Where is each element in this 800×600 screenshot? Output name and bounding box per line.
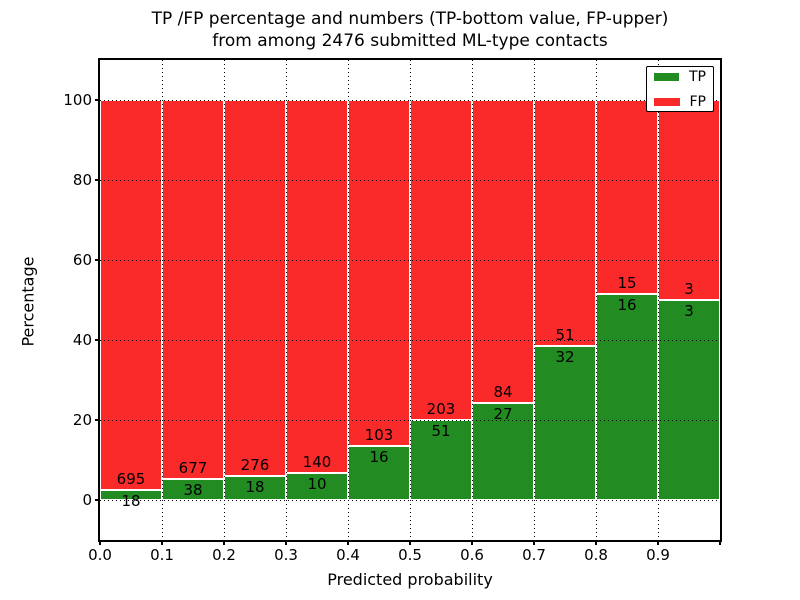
legend-entry-fp: FP	[654, 95, 706, 109]
gridline-horizontal	[100, 500, 720, 501]
bar-segment-fp	[596, 100, 658, 294]
x-axis-tick	[595, 540, 597, 545]
bar-segment-fp	[348, 100, 410, 447]
y-axis-tick	[95, 339, 100, 341]
bar-label-tp: 16	[369, 448, 389, 467]
x-tick-label: 0.0	[88, 546, 112, 564]
x-axis-label: Predicted probability	[327, 570, 493, 589]
x-tick-label: 0.4	[336, 546, 360, 564]
bar-segment-fp	[472, 100, 534, 403]
bar-label-fp: 276	[240, 455, 270, 474]
gridline-vertical	[472, 60, 473, 540]
bar-label-fp: 695	[116, 469, 146, 488]
bar-segment-fp	[534, 100, 596, 346]
bar-label-tp: 3	[684, 302, 694, 320]
legend: TP FP	[646, 66, 714, 112]
y-axis-label: Percentage	[18, 256, 38, 347]
bar-segment-fp	[286, 100, 348, 474]
y-tick-label: 100	[63, 91, 92, 109]
plot-canvas: 695 18 677 38 276 18 140 10 103 16 203 51 84 27 51 32 15…	[100, 60, 720, 540]
chart-title-line1: TP /FP percentage and numbers (TP-bottom…	[151, 9, 669, 29]
x-tick-label: 0.2	[212, 546, 236, 564]
y-tick-label: 80	[72, 171, 92, 189]
bar-label-tp: 38	[183, 480, 203, 499]
bar-segment-fp	[658, 100, 720, 300]
x-axis-tick	[657, 540, 659, 545]
x-tick-label: 0.7	[522, 546, 546, 564]
chart-title-line2: from among 2476 submitted ML-type contac…	[212, 31, 608, 51]
bar-label-fp: 15	[617, 273, 637, 292]
x-axis-tick	[471, 540, 473, 545]
bar-label-fp: 3	[684, 280, 694, 298]
y-axis-tick	[95, 419, 100, 421]
x-tick-label: 0.5	[398, 546, 422, 564]
bar-label-tp: 16	[617, 295, 637, 314]
y-axis-tick	[95, 259, 100, 261]
gridline-vertical	[658, 60, 659, 540]
y-tick-label: 20	[72, 411, 92, 429]
legend-label-fp: FP	[689, 93, 707, 110]
x-axis-tick	[533, 540, 535, 545]
fp-color-swatch	[654, 97, 680, 106]
x-axis-tick	[409, 540, 411, 545]
gridline-vertical	[410, 60, 411, 540]
gridline-vertical	[162, 60, 163, 540]
bar-segment-fp	[100, 100, 162, 490]
y-axis-tick	[95, 179, 100, 181]
bar-label-fp: 677	[178, 458, 208, 477]
chart-title: TP /FP percentage and numbers (TP-bottom…	[100, 8, 720, 52]
y-tick-label: 60	[72, 251, 92, 269]
bar-segment-tp	[534, 345, 596, 500]
bar-label-fp: 51	[555, 325, 575, 344]
gridline-vertical	[534, 60, 535, 540]
x-axis-tick	[347, 540, 349, 545]
bar-segment-tp	[658, 300, 720, 500]
bar-label-tp: 32	[555, 347, 575, 366]
gridline-horizontal	[100, 340, 720, 341]
bar-label-tp: 27	[493, 404, 513, 423]
gridline-vertical	[596, 60, 597, 540]
y-tick-label: 40	[72, 331, 92, 349]
legend-entry-tp: TP	[654, 70, 706, 84]
x-axis-tick	[99, 540, 101, 545]
gridline-horizontal	[100, 100, 720, 101]
gridline-vertical	[224, 60, 225, 540]
x-axis-tick	[719, 540, 721, 545]
bar-label-fp: 140	[302, 453, 332, 472]
y-axis-tick	[95, 99, 100, 101]
plot-area: 695 18 677 38 276 18 140 10 103 16 203 51 84 27 51 32 15…	[98, 58, 722, 542]
bar-label-tp: 18	[121, 491, 141, 510]
gridline-vertical	[286, 60, 287, 540]
legend-label-tp: TP	[689, 68, 706, 85]
bar-label-tp: 18	[245, 477, 265, 496]
y-tick-label: 0	[82, 491, 92, 509]
gridline-horizontal	[100, 260, 720, 261]
x-axis-tick	[223, 540, 225, 545]
bar-segment-tp	[224, 475, 286, 500]
x-tick-label: 0.1	[150, 546, 174, 564]
gridline-horizontal	[100, 420, 720, 421]
tp-color-swatch	[654, 72, 679, 81]
gridline-vertical	[348, 60, 349, 540]
x-tick-label: 0.9	[646, 546, 670, 564]
y-axis-tick	[95, 499, 100, 501]
x-axis-tick	[285, 540, 287, 545]
bar-label-tp: 51	[431, 421, 451, 440]
bar-label-fp: 103	[364, 426, 394, 445]
bar-segment-tp	[100, 489, 162, 500]
x-axis-tick	[161, 540, 163, 545]
x-tick-label: 0.3	[274, 546, 298, 564]
bar-segment-fp	[162, 100, 224, 479]
bar-segment-fp	[224, 100, 286, 476]
bar-segment-tp	[596, 293, 658, 500]
bar-label-tp: 10	[307, 475, 327, 494]
x-tick-label: 0.8	[584, 546, 608, 564]
bar-label-fp: 203	[426, 399, 456, 418]
x-tick-label: 0.6	[460, 546, 484, 564]
bar-label-fp: 84	[493, 382, 513, 401]
gridline-horizontal	[100, 180, 720, 181]
